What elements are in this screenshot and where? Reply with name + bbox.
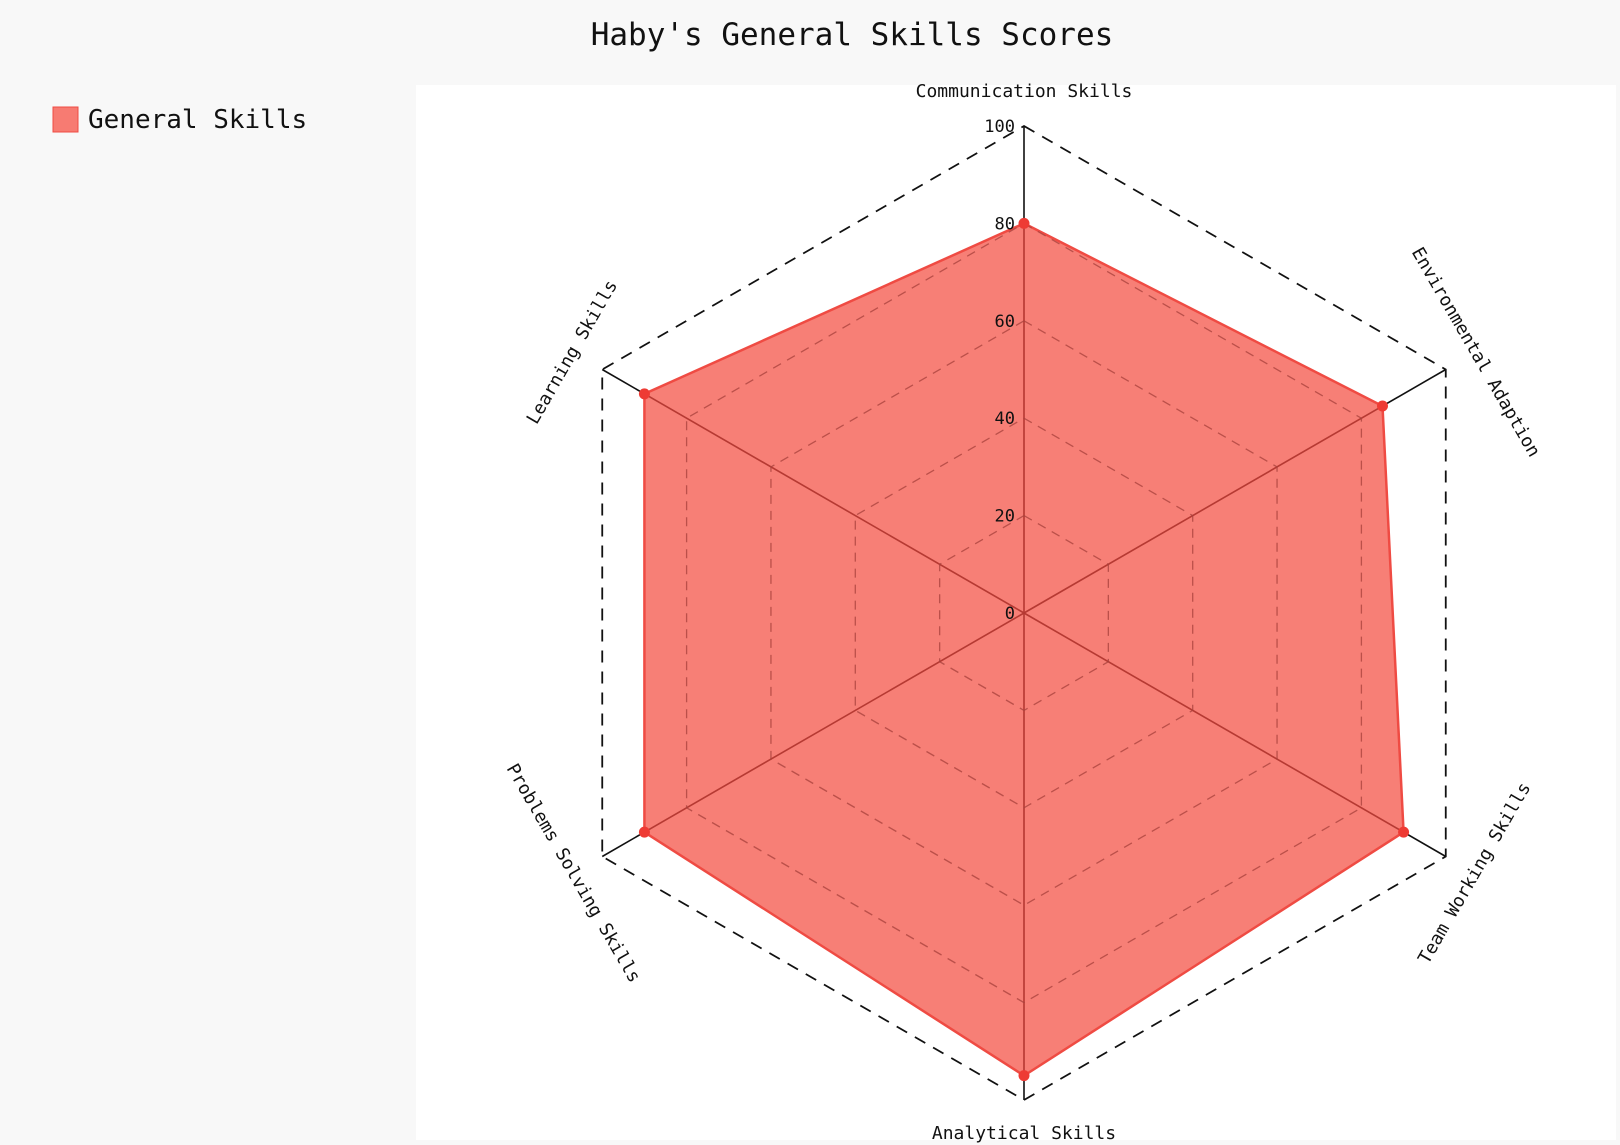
tick-label-0: 0 bbox=[1005, 604, 1015, 624]
grid-ring-overlay-80 bbox=[685, 222, 1363, 1004]
grid-ring-overlay-60 bbox=[770, 320, 1278, 906]
data-point-analytical-skills bbox=[1018, 1070, 1030, 1082]
chart-title: Haby's General Skills Scores bbox=[591, 17, 1114, 53]
grid-ring-overlay-20 bbox=[938, 514, 1110, 712]
tick-label-100: 100 bbox=[984, 117, 1015, 137]
radar-series bbox=[638, 217, 1410, 1082]
radar-tick-labels: 0 20 40 60 80 100 bbox=[984, 117, 1015, 624]
tick-label-20: 20 bbox=[995, 507, 1015, 527]
spoke-inner-problems-solving-skills bbox=[644, 612, 1025, 833]
tick-label-40: 40 bbox=[995, 409, 1015, 429]
data-point-communication-skills bbox=[1018, 217, 1030, 229]
data-point-learning-skills bbox=[638, 388, 650, 400]
legend[interactable]: General Skills bbox=[52, 105, 307, 135]
data-point-team-working-skills bbox=[1398, 826, 1410, 838]
grid-ring-overlay-40 bbox=[854, 417, 1194, 809]
data-point-environmental-adaption bbox=[1376, 400, 1388, 412]
tick-label-60: 60 bbox=[995, 312, 1015, 332]
spoke-inner-environmental-adaption bbox=[1023, 405, 1383, 614]
data-point-problems-solving-skills bbox=[638, 826, 650, 838]
spoke-inner-learning-skills bbox=[644, 393, 1025, 614]
axis-label-analytical-skills: Analytical Skills bbox=[932, 1123, 1116, 1144]
axis-label-communication-skills: Communication Skills bbox=[916, 81, 1133, 102]
tick-label-80: 80 bbox=[995, 214, 1015, 234]
legend-swatch bbox=[52, 106, 79, 133]
legend-label: General Skills bbox=[88, 105, 307, 135]
spoke-inner-team-working-skills bbox=[1023, 612, 1404, 833]
